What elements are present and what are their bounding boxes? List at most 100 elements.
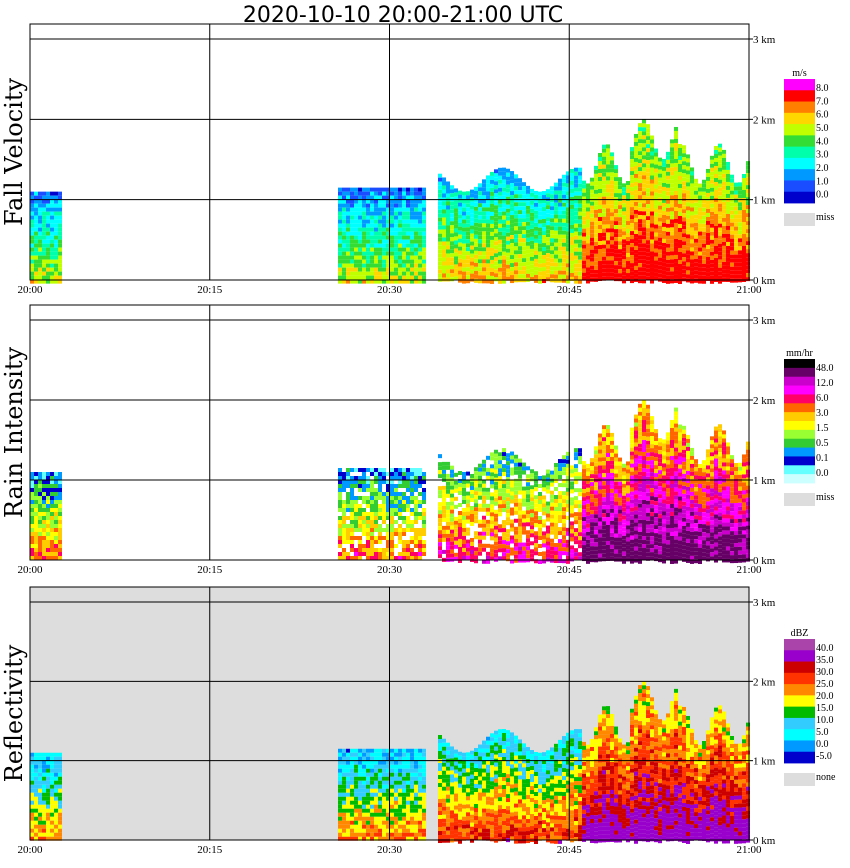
echo-cell xyxy=(670,279,674,284)
echo-cell xyxy=(338,231,342,236)
echo-cell xyxy=(450,465,454,470)
echo-cell xyxy=(370,203,374,208)
echo-cell xyxy=(338,516,342,520)
echo-cell xyxy=(554,519,558,524)
echo-cell xyxy=(58,524,62,528)
echo-cell xyxy=(658,241,662,246)
echo-cell xyxy=(350,195,354,200)
echo-cell xyxy=(566,183,570,188)
echo-cell xyxy=(46,544,50,548)
echo-cell xyxy=(654,449,658,454)
echo-cell xyxy=(410,203,414,208)
echo-cell xyxy=(610,464,614,469)
echo-cell xyxy=(650,275,654,280)
echo-cell xyxy=(30,255,34,260)
echo-cell xyxy=(718,279,722,284)
echo-cell xyxy=(438,209,442,214)
echo-cell xyxy=(654,549,658,554)
echo-cell xyxy=(642,432,646,437)
echo-cell xyxy=(438,522,442,527)
echo-cell xyxy=(34,540,38,544)
echo-cell xyxy=(58,215,62,220)
echo-cell xyxy=(482,467,486,472)
echo-cell xyxy=(710,263,714,268)
echo-cell xyxy=(58,528,62,532)
echo-cell xyxy=(574,480,578,485)
echo-cell xyxy=(562,174,566,179)
echo-cell xyxy=(626,537,630,542)
echo-cell xyxy=(442,181,446,186)
echo-cell xyxy=(558,278,562,283)
echo-cell xyxy=(414,243,418,248)
echo-cell xyxy=(442,261,446,266)
echo-cell xyxy=(566,555,570,560)
echo-cell xyxy=(414,239,418,244)
echo-cell xyxy=(522,186,526,191)
echo-cell xyxy=(450,261,454,266)
echo-cell xyxy=(506,268,510,273)
echo-cell xyxy=(582,533,586,538)
echo-cell xyxy=(690,279,694,284)
echo-cell xyxy=(714,185,718,190)
echo-cell xyxy=(402,271,406,276)
echo-cell xyxy=(494,221,498,226)
echo-cell xyxy=(542,271,546,276)
echo-cell xyxy=(522,530,526,535)
echo-cell xyxy=(678,215,682,220)
echo-cell xyxy=(650,544,654,549)
echo-cell xyxy=(46,484,50,488)
echo-cell xyxy=(442,249,446,254)
echo-cell xyxy=(622,215,626,220)
echo-cell xyxy=(30,480,34,484)
echo-cell xyxy=(38,508,42,512)
echo-cell xyxy=(466,247,470,252)
echo-cell xyxy=(582,509,586,514)
echo-cell xyxy=(626,505,630,510)
echo-cell xyxy=(630,431,634,436)
echo-cell xyxy=(626,189,630,194)
echo-cell xyxy=(726,265,730,270)
echo-cell xyxy=(514,186,518,191)
echo-cell xyxy=(402,207,406,212)
echo-cell xyxy=(526,193,530,198)
echo-cell xyxy=(586,519,590,524)
echo-cell xyxy=(494,225,498,230)
echo-cell xyxy=(414,279,418,284)
echo-cell xyxy=(502,520,506,525)
echo-cell xyxy=(530,521,534,526)
echo-cell xyxy=(450,185,454,190)
echo-cell xyxy=(50,271,54,276)
echo-cell xyxy=(578,223,582,228)
echo-cell xyxy=(646,248,650,253)
echo-cell xyxy=(542,219,546,224)
echo-cell xyxy=(534,234,538,239)
echo-cell xyxy=(574,512,578,517)
echo-cell xyxy=(502,544,506,549)
echo-cell xyxy=(582,497,586,502)
echo-cell xyxy=(642,508,646,513)
echo-cell xyxy=(34,259,38,264)
echo-cell xyxy=(654,509,658,514)
echo-cell xyxy=(646,428,650,433)
echo-cell xyxy=(518,470,522,475)
echo-cell xyxy=(54,223,58,228)
echo-cell xyxy=(642,484,646,489)
echo-cell xyxy=(474,214,478,219)
echo-cell xyxy=(722,201,726,206)
echo-cell xyxy=(614,177,618,182)
echo-cell xyxy=(686,250,690,255)
echo-cell xyxy=(742,237,746,242)
echo-cell xyxy=(390,508,394,512)
echo-cell xyxy=(42,231,46,236)
echo-cell xyxy=(410,267,414,272)
echo-cell xyxy=(690,203,694,208)
echo-cell xyxy=(630,215,634,220)
echo-cell xyxy=(598,505,602,510)
echo-cell xyxy=(410,243,414,248)
echo-cell xyxy=(658,458,662,463)
echo-cell xyxy=(626,489,630,494)
echo-cell xyxy=(714,201,718,206)
echo-cell xyxy=(370,536,374,540)
echo-cell xyxy=(454,528,458,533)
echo-cell xyxy=(622,259,626,264)
